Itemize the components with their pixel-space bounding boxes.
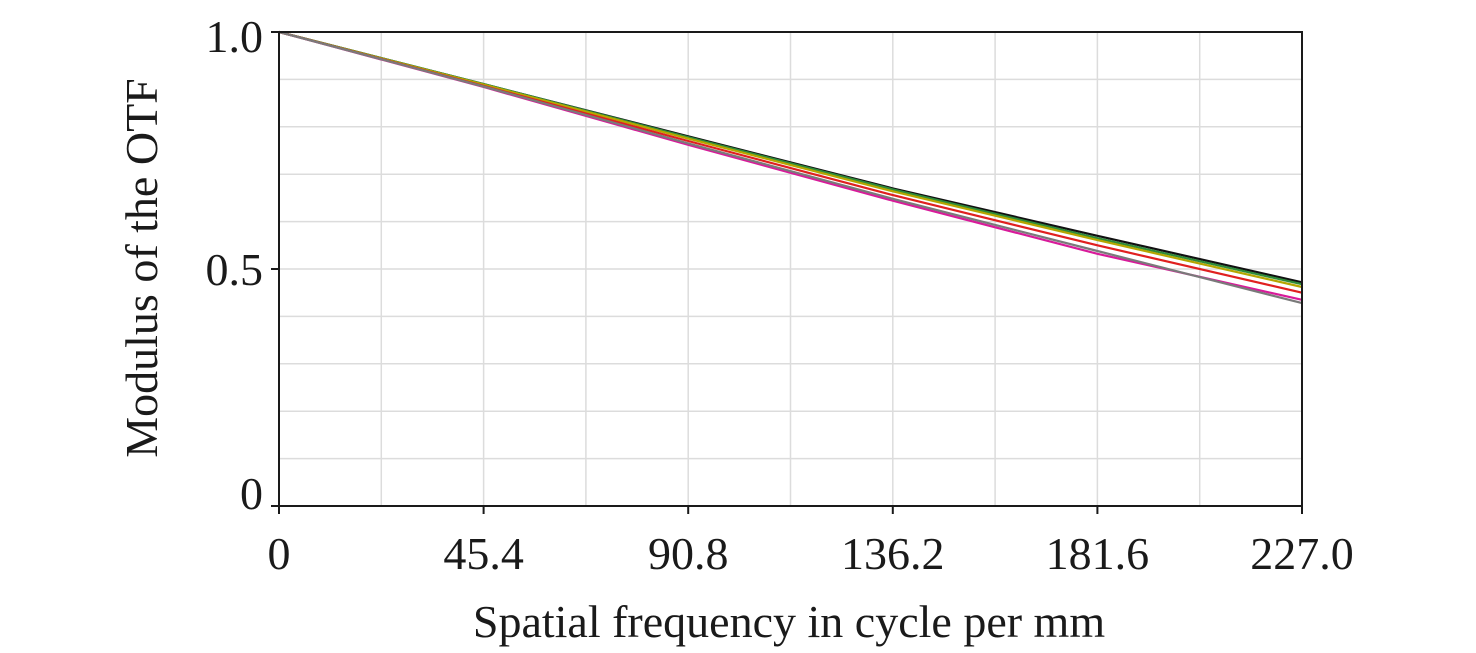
x-tick-labels: 0 45.4 90.8 136.2 181.6 227.0: [268, 528, 1354, 579]
x-axis-title: Spatial frequency in cycle per mm: [473, 596, 1105, 647]
x-tick-label: 45.4: [443, 528, 524, 579]
x-tick-label: 0: [268, 528, 291, 579]
x-tick-label: 90.8: [648, 528, 729, 579]
grid-lines: [279, 32, 1302, 506]
y-tick-labels: 0 0.5 1.0: [206, 11, 264, 519]
series-line-6: [278, 30, 1303, 305]
x-tick-label: 227.0: [1250, 528, 1354, 579]
series-lines: [278, 30, 1303, 305]
y-tick-label: 0.5: [206, 244, 264, 295]
y-tick-label: 1.0: [206, 11, 264, 62]
y-axis-title: Modulus of the OTF: [116, 78, 167, 458]
x-tick-label: 136.2: [841, 528, 945, 579]
tick-marks: [271, 31, 1303, 514]
y-tick-label: 0: [240, 468, 263, 519]
series-line-3: [278, 30, 1303, 289]
x-tick-label: 181.6: [1046, 528, 1150, 579]
